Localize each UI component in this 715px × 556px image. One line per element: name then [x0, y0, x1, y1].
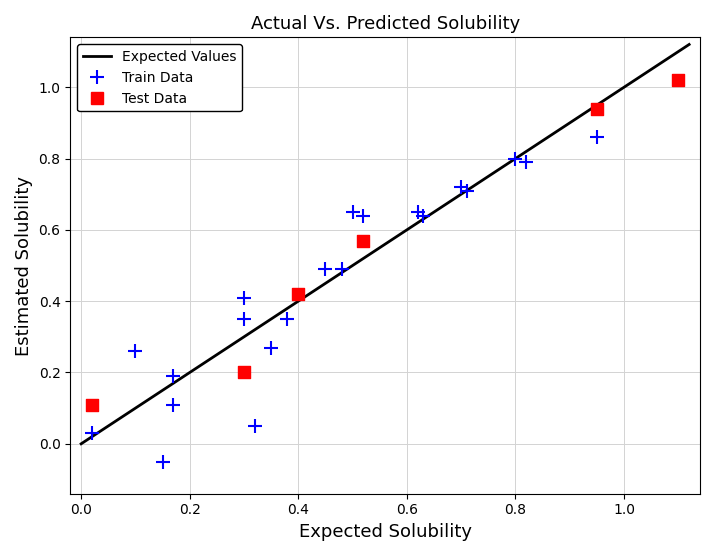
Test Data	[87, 400, 98, 409]
Train Data	[238, 293, 250, 302]
Legend: Expected Values, Train Data, Test Data: Expected Values, Train Data, Test Data	[77, 44, 242, 111]
Train Data	[591, 133, 603, 142]
Train Data	[412, 207, 423, 216]
Test Data	[673, 76, 684, 85]
Test Data	[238, 368, 250, 377]
Title: Actual Vs. Predicted Solubility: Actual Vs. Predicted Solubility	[250, 15, 520, 33]
Test Data	[292, 290, 304, 299]
Train Data	[510, 154, 521, 163]
Test Data	[358, 236, 369, 245]
Train Data	[249, 421, 260, 430]
Train Data	[282, 315, 293, 324]
Train Data	[168, 400, 179, 409]
X-axis label: Expected Solubility: Expected Solubility	[299, 523, 472, 541]
Train Data	[129, 346, 141, 355]
Train Data	[347, 207, 358, 216]
Train Data	[418, 211, 429, 220]
Train Data	[461, 186, 473, 195]
Train Data	[320, 265, 331, 274]
Train Data	[157, 457, 168, 466]
Train Data	[336, 265, 347, 274]
Test Data	[591, 104, 603, 113]
Train Data	[455, 182, 467, 191]
Train Data	[238, 315, 250, 324]
Train Data	[358, 211, 369, 220]
Train Data	[87, 429, 98, 438]
Y-axis label: Estimated Solubility: Estimated Solubility	[15, 176, 33, 355]
Train Data	[168, 371, 179, 380]
Train Data	[521, 158, 532, 167]
Train Data	[265, 343, 277, 352]
